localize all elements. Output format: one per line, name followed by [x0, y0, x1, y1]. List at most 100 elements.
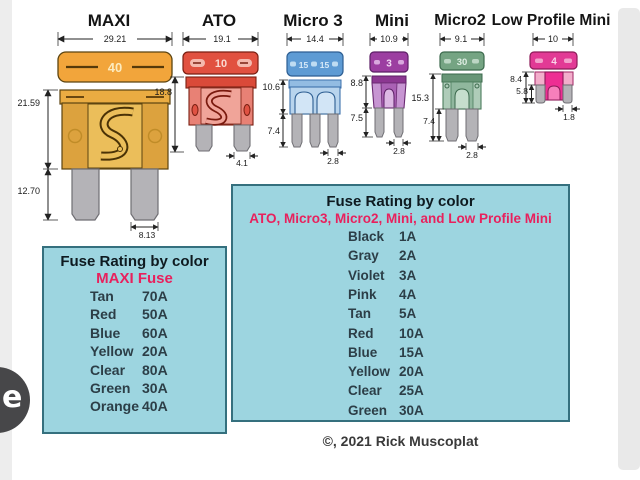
ato-width-dim: 19.1	[213, 34, 231, 44]
table-row: Red 10A	[233, 324, 568, 343]
micro3-rating-left: 15	[299, 60, 309, 70]
other-table-subtitle: ATO, Micro3, Micro2, Mini, and Low Profi…	[249, 211, 552, 226]
table-row: Red 50A	[44, 305, 225, 323]
maxi-rating: 40	[108, 60, 122, 75]
fuse-amp-rating: 25A	[399, 383, 424, 399]
fuse-ato-title: ATO	[202, 11, 236, 30]
fuse-color-name: Blue	[348, 344, 378, 360]
fuse-amp-rating: 60A	[142, 324, 168, 341]
fuse-micro3-title: Micro 3	[283, 11, 343, 30]
maxi-table-title: Fuse Rating by color	[60, 253, 209, 270]
fuse-lpmini-title: Low Profile Mini	[492, 12, 611, 29]
fuse-amp-rating: 20A	[142, 343, 168, 360]
maxi-body-height-dim: 21.59	[17, 98, 40, 108]
badge-letter: e	[2, 380, 23, 415]
ato-prong-width-dim: 4.1	[236, 158, 248, 168]
fuse-amp-rating: 10A	[399, 325, 424, 341]
left-gutter	[0, 0, 12, 480]
fuse-color-name: Green	[348, 402, 388, 418]
table-row: Green 30A	[44, 379, 225, 397]
fuse-color-name: Red	[90, 306, 117, 323]
other-fuses-rating-table: Fuse Rating by color ATO, Micro3, Micro2…	[231, 184, 570, 422]
fuse-mini-title: Mini	[375, 11, 409, 30]
fuse-amp-rating: 2A	[399, 248, 417, 264]
fuse-color-name: Tan	[348, 306, 371, 322]
micro2-width-dim: 9.1	[455, 34, 468, 44]
fuse-color-name: Tan	[90, 288, 114, 304]
fuse-color-name: Orange	[90, 398, 140, 415]
table-row: Green 30A	[233, 401, 568, 420]
fuse-micro2: Micro2 9.1 30 15.3 7.4 2.8	[411, 12, 486, 160]
micro2-height-dim: 15.3	[411, 93, 429, 103]
table-row: Tan 70A	[44, 287, 225, 305]
fuse-color-name: Violet	[348, 267, 385, 283]
fuse-amp-rating: 50A	[142, 306, 168, 323]
table-row: Pink 4A	[233, 285, 568, 304]
fuse-amp-rating: 4A	[399, 286, 417, 302]
micro3-prong-width-dim: 2.8	[327, 156, 339, 166]
fuse-micro3: Micro 3 14.4 15 15 10.6 7.4 2.8	[262, 11, 346, 166]
copyright-text: ©, 2021 Rick Muscoplat	[322, 433, 479, 449]
fuse-color-name: Black	[348, 229, 385, 245]
maxi-prong-width-dim: 8.13	[139, 230, 156, 240]
lpmini-prong-width-dim: 1.8	[563, 112, 575, 122]
fuse-color-name: Pink	[348, 286, 377, 302]
fuse-color-name: Blue	[90, 324, 121, 341]
table-row: Tan 5A	[233, 304, 568, 323]
mini-prong-width-dim: 2.8	[393, 146, 405, 156]
micro2-rating: 30	[457, 57, 468, 68]
maxi-table-rows: Tan 70A Red 50A Blue 60A Yellow 20A Clear 80A Gree…	[44, 287, 225, 416]
maxi-table-subtitle: MAXI Fuse	[96, 270, 173, 287]
fuse-amp-rating: 1A	[399, 229, 417, 245]
lpmini-rating: 4	[551, 57, 557, 68]
fuse-amp-rating: 30A	[142, 380, 168, 397]
ato-height-dim: 18.8	[154, 87, 172, 97]
lpmini-height-dim: 8.4	[510, 74, 522, 84]
table-row: Violet 3A	[233, 266, 568, 285]
fuse-amp-rating: 80A	[142, 361, 168, 378]
table-row: Blue 60A	[44, 324, 225, 342]
micro3-width-dim: 14.4	[306, 34, 324, 44]
maxi-prong-height-dim: 12.70	[17, 186, 40, 196]
fuse-amp-rating: 5A	[399, 306, 417, 322]
table-row: Gray 2A	[233, 246, 568, 265]
fuse-mini: Mini 10.9 3 8.8 7.5 2.8	[350, 11, 411, 156]
fuse-color-name: Yellow	[348, 364, 391, 380]
table-row: Clear 80A	[44, 361, 225, 379]
fuse-color-name: Green	[90, 380, 131, 397]
mini-prong-height-dim: 7.5	[350, 113, 363, 123]
micro3-rating-right: 15	[320, 60, 330, 70]
mini-rating: 3	[386, 59, 392, 70]
fuse-amp-rating: 15A	[399, 344, 424, 360]
micro3-body-height-dim: 10.6	[262, 82, 280, 92]
micro2-prong-height-dim: 7.4	[423, 116, 435, 126]
table-row: Orange 40A	[44, 397, 225, 415]
table-row: Yellow 20A	[44, 342, 225, 360]
right-scroll-gutter	[618, 8, 640, 470]
fuse-amp-rating: 70A	[142, 288, 168, 304]
table-row: Yellow 20A	[233, 362, 568, 381]
fuse-micro2-title: Micro2	[434, 12, 486, 29]
mini-width-dim: 10.9	[380, 34, 398, 44]
other-table-rows: Black 1A Gray 2A Violet 3A Pink 4A Tan 5A Red 10A Bl…	[233, 227, 568, 420]
table-row: Clear 25A	[233, 381, 568, 400]
fuse-color-name: Yellow	[90, 343, 134, 360]
micro2-prong-width-dim: 2.8	[466, 150, 478, 160]
fuse-amp-rating: 30A	[399, 402, 424, 418]
maxi-rating-table: Fuse Rating by color MAXI Fuse Tan 70A Red…	[42, 246, 227, 434]
maxi-width-dim: 29.21	[104, 34, 127, 44]
mini-body-height-dim: 8.8	[350, 78, 363, 88]
fuse-lpmini: Low Profile Mini 10 4 8.4 5.8 1.8	[492, 12, 611, 122]
lpmini-width-dim: 10	[548, 34, 558, 44]
fuse-color-name: Clear	[90, 361, 126, 378]
micro3-prong-height-dim: 7.4	[267, 126, 280, 136]
other-table-title: Fuse Rating by color	[326, 193, 475, 210]
fuse-maxi-title: MAXI	[88, 11, 131, 30]
fuse-ato: ATO 19.1 10 18.8 4.1	[154, 11, 259, 168]
fuse-amp-rating: 20A	[399, 364, 424, 380]
fuse-color-name: Red	[348, 325, 374, 341]
fuse-amp-rating: 3A	[399, 267, 417, 283]
fuse-maxi: MAXI 29.21 40 21.59 12.70 8.13	[17, 11, 173, 240]
fuse-amp-rating: 40A	[142, 398, 168, 415]
